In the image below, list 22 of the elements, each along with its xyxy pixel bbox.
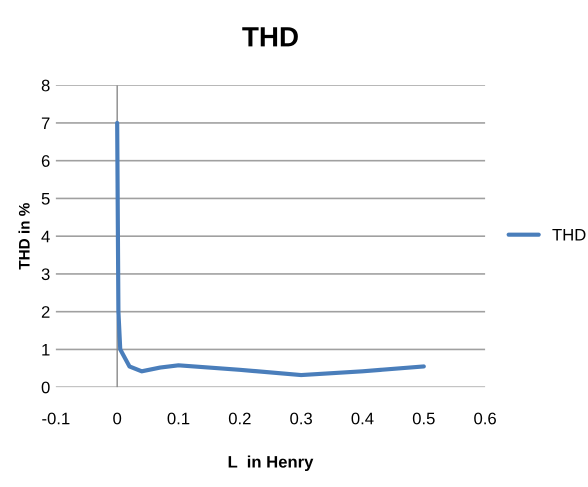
x-tick-label: 0.4: [352, 412, 374, 424]
x-tick-label: -0.1: [42, 412, 70, 424]
y-tick-label: 8: [42, 80, 50, 92]
line-series: [115, 120, 426, 378]
x-tick-label: 0.6: [474, 412, 496, 424]
y-tick-label: 1: [42, 344, 50, 356]
y-tick-label: 3: [42, 268, 50, 280]
x-tick-label: 0.5: [412, 412, 435, 424]
y-tick-label: 0: [42, 382, 50, 394]
legend-label: THD: [552, 229, 586, 241]
x-tick-label: 0.3: [290, 412, 312, 424]
y-tick-label: 2: [42, 306, 50, 318]
y-tick-label: 6: [42, 155, 50, 167]
x-tick-label: 0.1: [168, 412, 190, 424]
x-tick-label: 0: [113, 412, 122, 424]
y-axis-title: THD in %: [18, 203, 30, 270]
y-tick-label: 7: [42, 118, 50, 130]
x-tick-label: 0.2: [228, 412, 251, 424]
y-tick-label: 4: [41, 230, 50, 242]
y-tick-label: 5: [42, 193, 50, 205]
chart-title: THD: [242, 27, 298, 46]
x-axis-title: L in Henry: [228, 455, 314, 472]
